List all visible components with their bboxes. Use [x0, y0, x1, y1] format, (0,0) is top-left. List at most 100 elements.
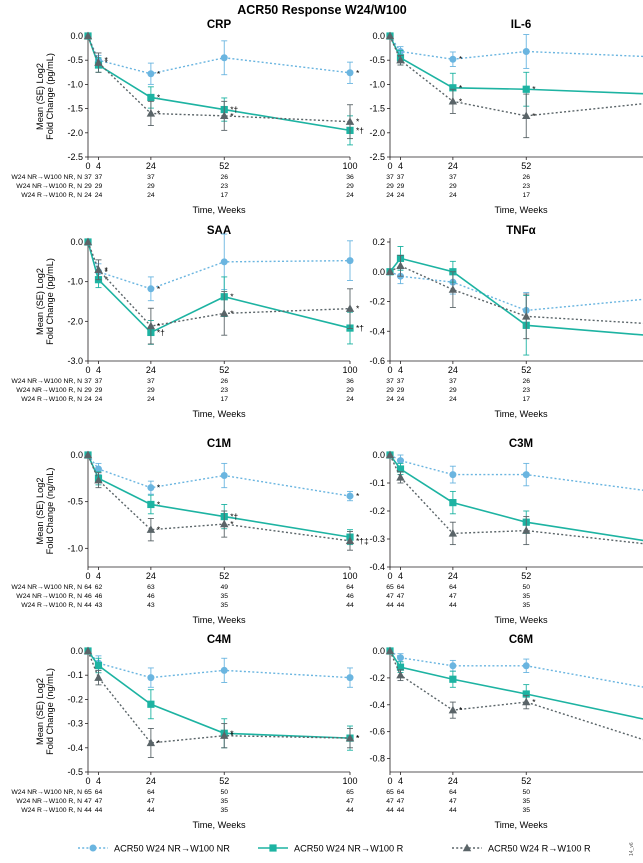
- panel-saa: SAA 0.0 -1.0 -2.0 -3.00 4 24 52 100 Mean (SE) Log…: [11, 225, 364, 419]
- data-point: [94, 265, 103, 273]
- significance-label: *†: [230, 105, 238, 115]
- series-line: [87, 35, 351, 75]
- series-line: [389, 650, 643, 741]
- n-cell: 35: [522, 807, 530, 814]
- n-cell: 17: [220, 396, 228, 403]
- series-nr-r: * *: [84, 647, 360, 751]
- legend-marker: [462, 843, 472, 852]
- n-cell: 29: [346, 183, 354, 190]
- n-cell: 64: [346, 584, 354, 591]
- y-axis-label-line1: Mean (SE) Log2: [35, 478, 45, 545]
- n-cell: 35: [522, 593, 530, 600]
- data-point: [396, 261, 405, 269]
- significance-label: *: [356, 491, 360, 501]
- n-cell: 37: [449, 174, 457, 181]
- y-tick-label: -1.0: [369, 79, 385, 89]
- x-tick-label: 4: [96, 161, 101, 171]
- n-cell: 36: [346, 378, 354, 385]
- n-cell: 44: [84, 807, 92, 814]
- n-cell: 37: [95, 378, 103, 385]
- n-cell: 29: [386, 183, 394, 190]
- series-line: [87, 241, 351, 334]
- significance-label: *: [356, 733, 360, 743]
- data-point: [94, 673, 103, 681]
- n-cell: 36: [346, 174, 354, 181]
- n-cell: 26: [220, 174, 228, 181]
- n-cell: 24: [95, 192, 103, 199]
- series-nr-r: [386, 246, 643, 356]
- x-axis-label: Time, Weeks: [192, 820, 245, 830]
- significance-label: *: [230, 111, 234, 121]
- n-cell: 47: [397, 593, 405, 600]
- x-tick-label: 52: [521, 161, 531, 171]
- y-tick-label: 0.0: [372, 31, 385, 41]
- series-line: [389, 257, 643, 336]
- significance-label: *: [104, 275, 108, 285]
- significance-label: *: [356, 733, 360, 743]
- panel-title: C3M: [509, 438, 533, 450]
- data-point: [449, 471, 457, 479]
- n-cell: 26: [220, 378, 228, 385]
- significance-label: *†: [356, 323, 364, 333]
- x-tick-label: 4: [398, 365, 403, 375]
- n-cell: 24: [397, 192, 405, 199]
- n-cell: 24: [386, 192, 394, 199]
- series-line: [87, 454, 351, 538]
- n-cell: 65: [346, 789, 354, 796]
- data-point: [385, 31, 395, 40]
- n-cell: 24: [449, 192, 457, 199]
- x-tick-label: 100: [342, 161, 357, 171]
- x-axis-label: Time, Weeks: [494, 205, 547, 215]
- series-line: [389, 271, 643, 312]
- n-cell: 46: [95, 593, 103, 600]
- data-point: [396, 663, 405, 671]
- data-point: [522, 85, 530, 93]
- image-code: 14_v6: [629, 842, 635, 856]
- significance-label: *: [459, 54, 463, 64]
- data-point: [396, 670, 405, 679]
- data-point: [522, 111, 531, 120]
- legend-marker: [269, 844, 277, 852]
- y-axis-label-line2: Fold Change (pg/mL): [45, 53, 55, 140]
- significance-label: *: [230, 519, 234, 529]
- data-point: [146, 321, 156, 330]
- n-cell: 62: [95, 584, 103, 591]
- series-line: [87, 650, 351, 679]
- y-tick-label: -0.6: [369, 356, 385, 366]
- series-r-r: [385, 254, 643, 340]
- panel-il-6: IL-60.0-0.5-1.0-1.5-2.0-2.50424521003737…: [369, 19, 643, 215]
- n-cell: 47: [95, 798, 103, 805]
- data-point: [522, 47, 530, 55]
- data-point: [220, 54, 228, 62]
- n-cell: 24: [449, 396, 457, 403]
- data-point: [448, 96, 458, 105]
- data-point: [522, 690, 530, 698]
- x-tick-label: 0: [387, 161, 392, 171]
- n-cell: 35: [522, 602, 530, 609]
- n-cell: 43: [147, 602, 155, 609]
- y-tick-label: 0.0: [70, 646, 83, 656]
- x-tick-label: 4: [398, 161, 403, 171]
- n-row-label: W24 R→W100 R, N: [21, 192, 82, 199]
- data-point: [449, 499, 457, 507]
- y-tick-label: -2.0: [67, 316, 83, 326]
- n-cell: 23: [522, 387, 530, 394]
- x-tick-label: 100: [342, 571, 357, 581]
- series-r-r: ***†‡: [83, 450, 369, 551]
- y-tick-label: -0.4: [369, 562, 385, 572]
- n-cell: 17: [522, 396, 530, 403]
- n-cell: 23: [220, 387, 228, 394]
- y-tick-label: -0.5: [67, 55, 83, 65]
- n-cell: 29: [84, 183, 92, 190]
- n-cell: 37: [386, 174, 394, 181]
- data-point: [147, 70, 155, 78]
- series-line: [87, 241, 351, 290]
- data-point: [220, 519, 229, 528]
- significance-label: *†: [230, 512, 238, 522]
- y-tick-label: -0.4: [369, 326, 385, 336]
- legend-item-nr-nr: ACR50 W24 NR→W100 NR: [78, 844, 230, 854]
- series-nr-nr: **: [84, 451, 360, 502]
- n-cell: 44: [449, 602, 457, 609]
- data-point: [94, 475, 103, 484]
